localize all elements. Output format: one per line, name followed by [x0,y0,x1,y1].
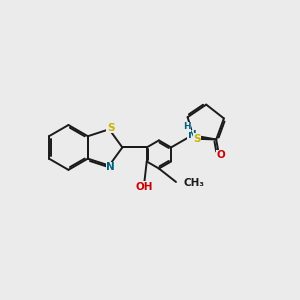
Text: N: N [106,162,115,172]
Text: CH₃: CH₃ [183,178,204,188]
Text: S: S [193,134,200,144]
Text: N: N [188,130,197,140]
Text: S: S [107,123,114,133]
Text: OH: OH [136,182,153,192]
Text: O: O [216,150,225,160]
Text: H: H [183,122,191,131]
